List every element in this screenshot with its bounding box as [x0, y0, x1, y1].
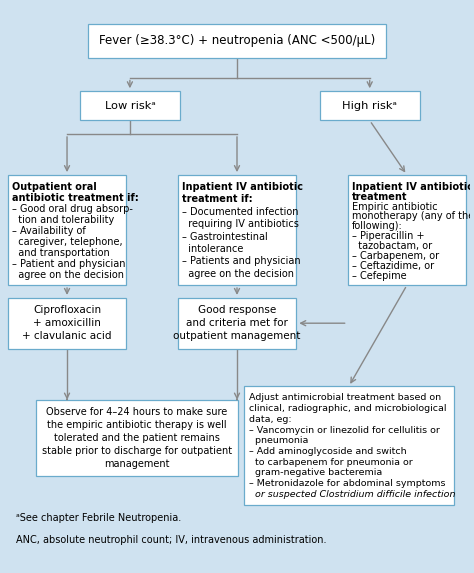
Text: – Patient and physician: – Patient and physician [12, 259, 126, 269]
Text: and criteria met for: and criteria met for [186, 318, 288, 328]
Text: Ciprofloxacin: Ciprofloxacin [33, 305, 101, 315]
Text: – Piperacillin +: – Piperacillin + [352, 231, 425, 241]
FancyBboxPatch shape [80, 91, 180, 120]
Text: – Ceftazidime, or: – Ceftazidime, or [352, 261, 434, 271]
Text: Adjust antimicrobial treatment based on: Adjust antimicrobial treatment based on [249, 394, 441, 402]
Text: treatment if:: treatment if: [182, 194, 253, 205]
Text: ANC, absolute neutrophil count; IV, intravenous administration.: ANC, absolute neutrophil count; IV, intr… [16, 535, 326, 545]
FancyBboxPatch shape [244, 386, 454, 505]
Text: antibiotic treatment if:: antibiotic treatment if: [12, 193, 139, 203]
Text: – Add aminoglycoside and switch: – Add aminoglycoside and switch [249, 447, 406, 456]
Text: – Carbapenem, or: – Carbapenem, or [352, 251, 439, 261]
Text: clinical, radiographic, and microbiological: clinical, radiographic, and microbiologi… [249, 404, 446, 413]
Text: intolerance: intolerance [182, 244, 244, 254]
Text: the empiric antibiotic therapy is well: the empiric antibiotic therapy is well [47, 420, 227, 430]
Text: tazobactam, or: tazobactam, or [352, 241, 432, 251]
Text: requiring IV antibiotics: requiring IV antibiotics [182, 219, 299, 229]
Text: Outpatient oral: Outpatient oral [12, 182, 97, 192]
Text: – Documented infection: – Documented infection [182, 207, 299, 217]
Text: Observe for 4–24 hours to make sure: Observe for 4–24 hours to make sure [46, 407, 228, 417]
FancyBboxPatch shape [36, 400, 238, 476]
Text: + clavulanic acid: + clavulanic acid [22, 331, 112, 342]
Text: and transportation: and transportation [12, 248, 110, 258]
Text: Good response: Good response [198, 305, 276, 315]
Text: – Vancomycin or linezolid for cellulitis or: – Vancomycin or linezolid for cellulitis… [249, 426, 439, 434]
Text: – Gastrointestinal: – Gastrointestinal [182, 231, 268, 241]
Text: agree on the decision: agree on the decision [182, 269, 294, 278]
Text: monotherapy (any of the: monotherapy (any of the [352, 211, 474, 221]
Text: + amoxicillin: + amoxicillin [33, 318, 101, 328]
Text: – Patients and physician: – Patients and physician [182, 256, 301, 266]
FancyBboxPatch shape [347, 175, 466, 285]
Text: treatment: treatment [352, 192, 408, 202]
Text: – Availability of: – Availability of [12, 226, 86, 236]
Text: Low riskᵃ: Low riskᵃ [105, 101, 155, 111]
Text: tion and tolerability: tion and tolerability [12, 215, 115, 225]
Text: Empiric antibiotic: Empiric antibiotic [352, 202, 438, 211]
Text: data, eg:: data, eg: [249, 415, 291, 424]
FancyBboxPatch shape [319, 91, 420, 120]
Text: – Metronidazole for abdominal symptoms: – Metronidazole for abdominal symptoms [249, 479, 445, 488]
Text: agree on the decision: agree on the decision [12, 270, 124, 280]
Text: – Cefepime: – Cefepime [352, 271, 407, 281]
FancyBboxPatch shape [178, 175, 296, 285]
Text: Fever (≥38.3°C) + neutropenia (ANC <500/μL): Fever (≥38.3°C) + neutropenia (ANC <500/… [99, 34, 375, 48]
Text: Inpatient IV antibiotic: Inpatient IV antibiotic [182, 182, 303, 192]
FancyBboxPatch shape [178, 298, 296, 348]
FancyBboxPatch shape [8, 175, 127, 285]
Text: pneumonia: pneumonia [249, 436, 308, 445]
Text: Inpatient IV antibiotic: Inpatient IV antibiotic [352, 182, 473, 192]
Text: – Good oral drug absorp-: – Good oral drug absorp- [12, 204, 133, 214]
Text: management: management [104, 459, 170, 469]
Text: caregiver, telephone,: caregiver, telephone, [12, 237, 123, 247]
Text: High riskᵃ: High riskᵃ [342, 101, 397, 111]
FancyBboxPatch shape [8, 298, 127, 348]
Text: stable prior to discharge for outpatient: stable prior to discharge for outpatient [42, 446, 232, 456]
Text: to carbapenem for pneumonia or: to carbapenem for pneumonia or [249, 458, 412, 467]
Text: or suspected Clostridium difficile infection: or suspected Clostridium difficile infec… [249, 490, 455, 499]
Text: ᵃSee chapter Febrile Neutropenia.: ᵃSee chapter Febrile Neutropenia. [16, 513, 181, 524]
Text: tolerated and the patient remains: tolerated and the patient remains [54, 433, 220, 443]
Text: outpatient management: outpatient management [173, 331, 301, 342]
Text: gram-negative bacteremia: gram-negative bacteremia [249, 469, 382, 477]
FancyBboxPatch shape [88, 24, 386, 58]
Text: following):: following): [352, 221, 403, 231]
